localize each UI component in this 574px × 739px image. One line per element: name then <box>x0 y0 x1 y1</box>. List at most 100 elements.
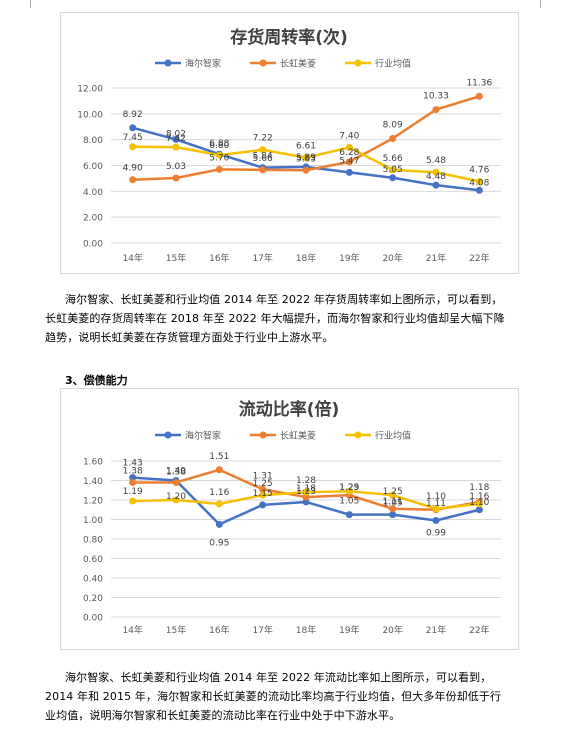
data-label: 5.84 <box>253 152 273 162</box>
data-point <box>345 158 353 166</box>
data-label: 1.11 <box>383 497 403 507</box>
data-label: 1.25 <box>339 483 359 493</box>
data-label: 7.45 <box>123 133 143 143</box>
data-point <box>172 478 180 486</box>
x-tick-label: 19年 <box>339 252 359 264</box>
chart-legend: 海尔智家 长虹美菱 行业均值 <box>155 430 411 442</box>
data-label: 5.89 <box>296 153 316 163</box>
legend-marker <box>354 431 362 439</box>
data-label: 1.18 <box>469 483 489 493</box>
data-label: 1.23 <box>296 487 316 497</box>
data-point <box>389 491 397 499</box>
data-point <box>475 178 483 186</box>
data-point <box>345 143 353 151</box>
data-point <box>215 520 223 528</box>
data-label: 1.05 <box>339 497 359 507</box>
y-axis-ticks: 0.00 2.00 4.00 6.00 8.00 10.00 12.00 <box>77 85 103 250</box>
data-point <box>259 166 267 174</box>
y-tick-label: 12.00 <box>77 85 103 95</box>
x-tick-label: 21年 <box>426 252 446 264</box>
legend-item: 行业均值 <box>345 430 411 442</box>
data-label: 1.40 <box>166 467 186 477</box>
legend-label: 海尔智家 <box>185 430 221 442</box>
y-axis-ticks: 0.00 0.20 0.40 0.60 0.80 1.00 1.20 1.40 1.60 <box>83 458 103 624</box>
data-point <box>432 505 440 513</box>
chart-series-lines <box>129 92 483 194</box>
data-point <box>389 166 397 174</box>
data-label: 1.51 <box>209 452 229 462</box>
data-point <box>432 106 440 114</box>
data-label: 5.05 <box>383 165 403 175</box>
data-point <box>302 488 310 496</box>
data-label: 1.28 <box>296 476 316 486</box>
data-label: 11.36 <box>466 78 492 88</box>
paragraph-line: 长虹美菱的存货周转率在 2018 年至 2022 年大幅提升，而海尔智家和行业均… <box>45 312 505 325</box>
data-point <box>129 176 137 184</box>
data-point <box>129 474 137 482</box>
data-label: 8.09 <box>383 121 403 131</box>
data-point <box>172 143 180 151</box>
data-point <box>172 135 180 143</box>
legend-label: 长虹美菱 <box>280 58 316 70</box>
chart-title: 流动比率(倍) <box>239 399 340 420</box>
current-ratio-chart: 流动比率(倍) 海尔智家 长虹美菱 行业均值 0.00 0.20 0.40 0.60 0.8… <box>60 388 519 650</box>
data-point <box>215 500 223 508</box>
data-label: 0.95 <box>209 538 229 548</box>
data-point <box>432 516 440 524</box>
paragraph-line: 业均值，说明海尔智家和长虹美菱的流动比率在行业中处于中下游水平。 <box>45 709 401 722</box>
data-point <box>389 174 397 182</box>
x-tick-label: 21年 <box>426 624 446 636</box>
legend-label: 行业均值 <box>375 58 411 70</box>
y-tick-label: 0.20 <box>83 594 103 604</box>
x-tick-label: 15年 <box>166 624 186 636</box>
paragraph-line: 海尔智家、长虹美菱和行业均值 2014 年至 2022 年流动比率如上图所示，可… <box>65 671 492 684</box>
page-corner-mark-right <box>540 0 551 8</box>
data-label: 7.40 <box>339 131 359 141</box>
data-label: 1.18 <box>296 484 316 494</box>
data-label: 10.33 <box>423 92 449 102</box>
data-label: 6.80 <box>209 141 229 151</box>
data-point <box>129 478 137 486</box>
x-axis-ticks: 14年 15年 16年 17年 18年 19年 20年 21年 22年 <box>122 252 489 264</box>
y-tick-label: 0.40 <box>83 575 103 585</box>
data-label: 4.48 <box>426 172 446 182</box>
data-point <box>475 506 483 514</box>
data-label: 1.11 <box>426 499 446 509</box>
data-point <box>302 166 310 174</box>
data-label: 5.48 <box>426 156 446 166</box>
y-tick-label: 2.00 <box>83 214 103 224</box>
data-point <box>302 493 310 501</box>
data-point <box>475 92 483 100</box>
x-tick-label: 15年 <box>166 252 186 264</box>
data-label: 5.63 <box>296 154 316 164</box>
inventory-turnover-chart: 存货周转率(次) 海尔智家 长虹美菱 行业均值 0.00 2.00 4.00 6.00 8.… <box>60 12 519 274</box>
chart-legend: 海尔智家 长虹美菱 行业均值 <box>155 58 411 70</box>
x-tick-label: 17年 <box>252 252 272 264</box>
y-tick-label: 1.60 <box>83 458 103 468</box>
data-label: 1.38 <box>166 467 186 477</box>
inventory-turnover-chart-svg: 存货周转率(次) 海尔智家 长虹美菱 行业均值 0.00 2.00 4.00 6.00 8.… <box>77 27 501 264</box>
data-label: 1.31 <box>253 471 273 481</box>
data-point <box>345 487 353 495</box>
legend-marker <box>354 59 362 67</box>
chart-gridlines <box>111 87 501 244</box>
legend-label: 海尔智家 <box>185 58 221 70</box>
data-point <box>432 181 440 189</box>
x-tick-label: 17年 <box>252 624 272 636</box>
x-tick-label: 16年 <box>209 624 229 636</box>
data-label: 1.43 <box>123 459 143 469</box>
data-label: 1.16 <box>469 492 489 502</box>
data-labels: 1.43 1.40 0.95 1.15 1.18 1.05 1.05 0.99 1.10 1.38… <box>123 452 490 549</box>
x-tick-label: 14年 <box>122 624 142 636</box>
data-label: 1.38 <box>123 466 143 476</box>
data-point <box>259 485 267 493</box>
chart-title: 存货周转率(次) <box>230 27 348 48</box>
x-tick-label: 14年 <box>122 252 142 264</box>
data-label: 8.02 <box>166 129 186 139</box>
data-point <box>475 186 483 194</box>
x-tick-label: 20年 <box>382 624 402 636</box>
legend-label: 行业均值 <box>375 430 411 442</box>
legend-item: 长虹美菱 <box>250 430 316 442</box>
data-label: 1.05 <box>383 499 403 509</box>
paragraph-line: 趋势，说明长虹美菱在存货管理方面处于行业中上游水平。 <box>45 331 334 344</box>
